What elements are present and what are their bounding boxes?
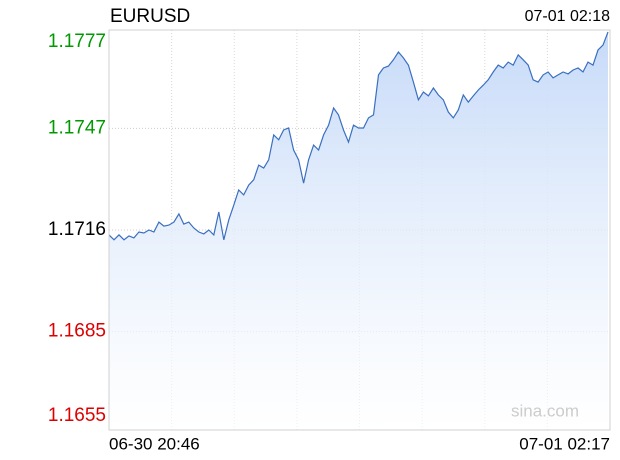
x-start-label: 06-30 20:46 [109, 434, 200, 453]
watermark: sina.com [511, 401, 579, 420]
y-tick-label: 1.1685 [48, 321, 106, 342]
price-line [108, 31, 609, 241]
y-tick-label: 1.1655 [48, 405, 106, 426]
x-end-label: 07-01 02:17 [519, 434, 610, 453]
area [109, 32, 608, 430]
y-tick-label: 1.1716 [48, 219, 106, 240]
y-tick-label: 1.1777 [48, 31, 106, 52]
plot-border [108, 29, 611, 431]
chart-title: EURUSD [110, 6, 190, 27]
timestamp: 07-01 02:18 [525, 8, 611, 25]
y-tick-label: 1.1747 [48, 117, 106, 138]
